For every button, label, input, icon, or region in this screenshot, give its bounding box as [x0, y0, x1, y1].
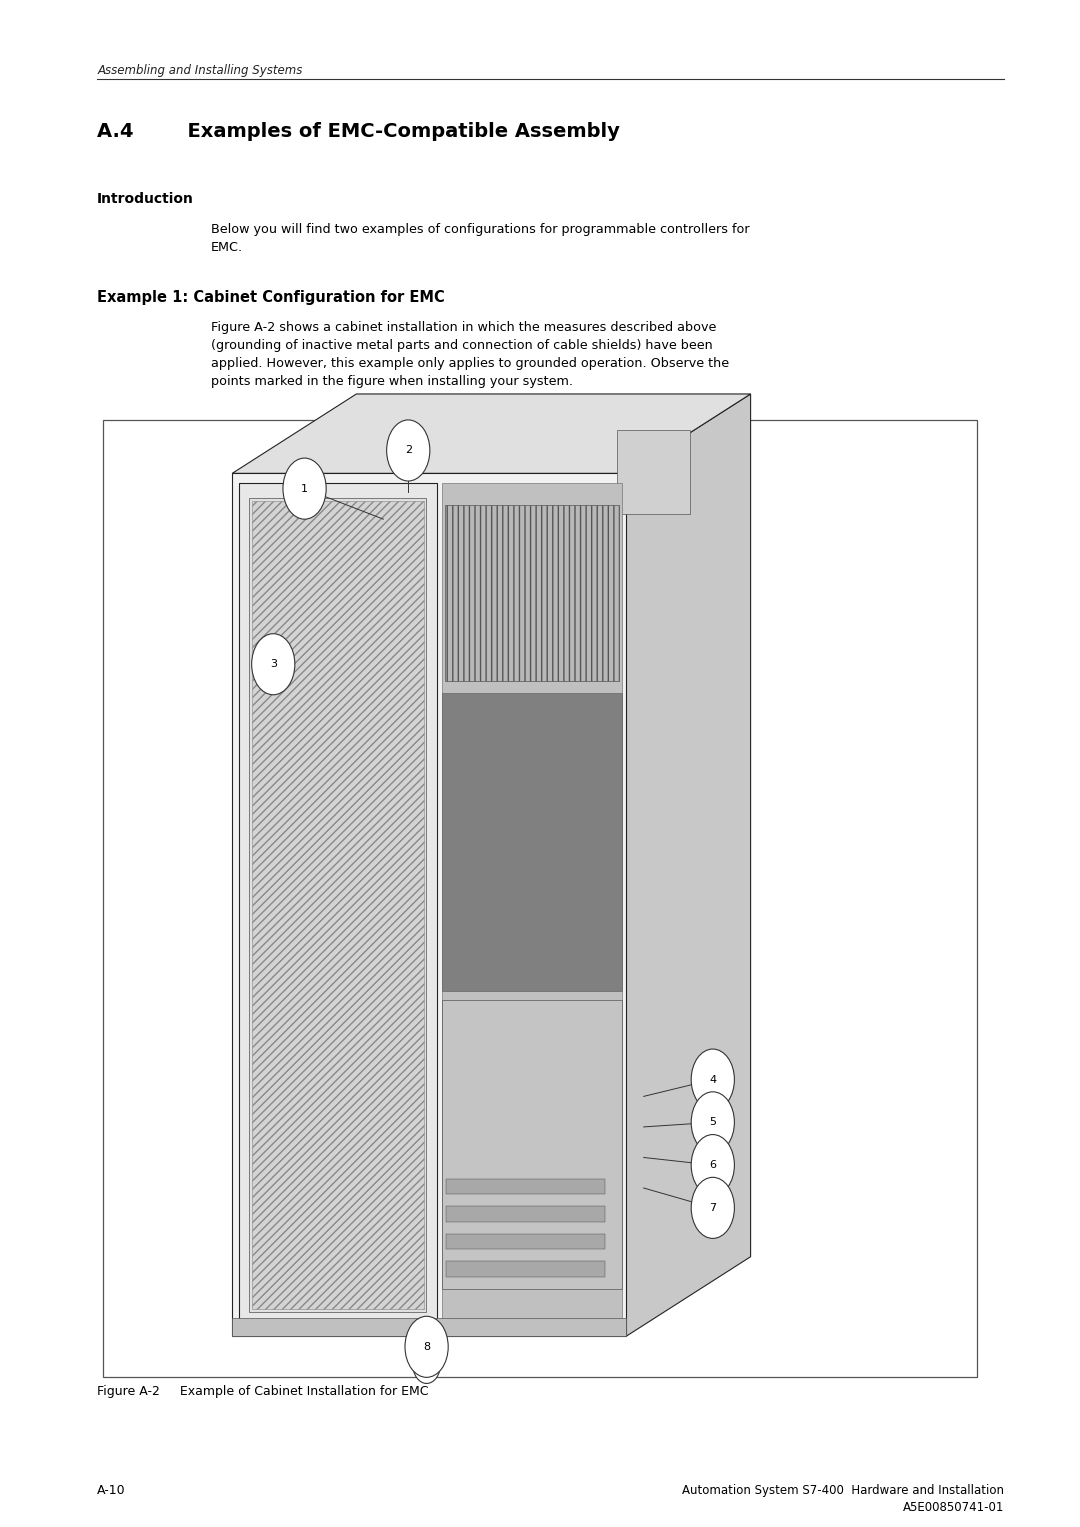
- Text: Below you will find two examples of configurations for programmable controllers : Below you will find two examples of conf…: [211, 223, 750, 253]
- Text: Figure A-2 shows a cabinet installation in which the measures described above
(g: Figure A-2 shows a cabinet installation …: [211, 321, 729, 388]
- Bar: [232, 473, 626, 1336]
- Bar: [252, 501, 424, 1309]
- Circle shape: [283, 458, 326, 519]
- Bar: [232, 1318, 626, 1336]
- Text: 4: 4: [710, 1075, 716, 1084]
- Circle shape: [691, 1049, 734, 1110]
- Bar: [239, 483, 437, 1327]
- Text: Example 1: Cabinet Configuration for EMC: Example 1: Cabinet Configuration for EMC: [97, 290, 445, 305]
- Circle shape: [405, 1316, 448, 1377]
- Text: Figure A-2     Example of Cabinet Installation for EMC: Figure A-2 Example of Cabinet Installati…: [97, 1385, 429, 1399]
- Text: 2: 2: [405, 446, 411, 455]
- Bar: [442, 483, 622, 1327]
- Bar: [103, 420, 977, 1377]
- Bar: [442, 693, 622, 991]
- Circle shape: [387, 420, 430, 481]
- Bar: [445, 505, 619, 681]
- Text: 3: 3: [270, 660, 276, 669]
- Text: 6: 6: [710, 1161, 716, 1170]
- Bar: [446, 1179, 605, 1194]
- Text: 1: 1: [301, 484, 308, 493]
- Polygon shape: [232, 394, 751, 473]
- Text: 5: 5: [710, 1118, 716, 1127]
- Text: A.4        Examples of EMC-Compatible Assembly: A.4 Examples of EMC-Compatible Assembly: [97, 122, 620, 140]
- Polygon shape: [626, 394, 751, 1336]
- Circle shape: [252, 634, 295, 695]
- Bar: [442, 1000, 622, 1289]
- Text: A-10: A-10: [97, 1484, 126, 1498]
- Bar: [446, 1206, 605, 1222]
- Circle shape: [413, 1344, 441, 1383]
- Bar: [249, 498, 427, 1312]
- Circle shape: [691, 1092, 734, 1153]
- Text: Automation System S7-400  Hardware and Installation
A5E00850741-01: Automation System S7-400 Hardware and In…: [683, 1484, 1004, 1515]
- Text: Introduction: Introduction: [97, 192, 194, 206]
- Bar: [617, 429, 690, 513]
- Bar: [446, 1234, 605, 1249]
- Circle shape: [691, 1177, 734, 1238]
- Bar: [446, 1261, 605, 1277]
- Text: 8: 8: [423, 1342, 430, 1351]
- Text: 7: 7: [710, 1203, 716, 1212]
- Circle shape: [691, 1135, 734, 1196]
- Text: Assembling and Installing Systems: Assembling and Installing Systems: [97, 64, 302, 78]
